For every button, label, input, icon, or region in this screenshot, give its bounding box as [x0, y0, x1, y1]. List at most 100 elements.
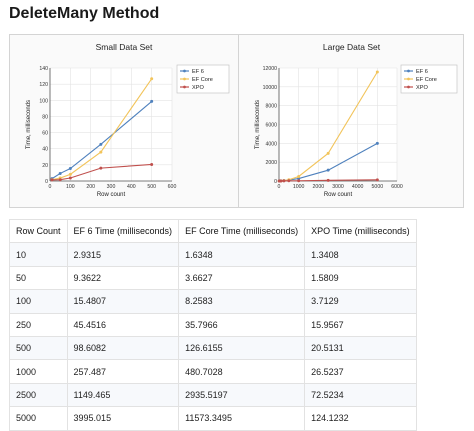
legend-entry: XPO: [416, 85, 428, 91]
cell-efcore: 11573.3495: [178, 406, 306, 431]
cell-xpo: 1.5809: [304, 265, 417, 291]
large-data-set-chart: Large Data Set02000400060008000100001200…: [255, 42, 458, 198]
cell-xpo: 15.9567: [304, 312, 417, 337]
chart-title: Small Data Set: [96, 42, 153, 52]
x-tick-label: 4000: [352, 184, 364, 190]
cell-row-count: 2500: [9, 382, 68, 408]
data-point: [50, 178, 54, 182]
x-axis-label: Row count: [324, 192, 353, 198]
x-tick-label: 500: [147, 184, 156, 190]
y-tick-label: 10000: [263, 85, 278, 91]
cell-efcore: 1.6348: [178, 242, 306, 267]
legend-swatch-marker: [183, 69, 186, 73]
data-point: [297, 177, 301, 181]
data-point: [297, 174, 301, 178]
data-point: [326, 168, 330, 172]
y-tick-label: 40: [42, 147, 48, 153]
data-point: [68, 172, 72, 176]
y-axis-label: Time, milliseconds: [255, 100, 261, 149]
data-point: [287, 179, 291, 183]
legend-swatch-marker: [183, 77, 186, 81]
data-point: [326, 178, 330, 182]
data-point: [58, 171, 62, 175]
data-point: [99, 142, 103, 146]
table-row: 50 9.3622 3.6627 1.5809: [9, 265, 417, 291]
cell-row-count: 1000: [9, 359, 68, 384]
cell-efcore: 35.7966: [178, 312, 306, 337]
col-header-xpo: XPO Time (milliseconds): [304, 218, 417, 244]
cell-row-count: 100: [9, 289, 68, 314]
x-tick-label: 200: [86, 184, 95, 190]
charts-frame: Small Data Set 0 20 40 60 80 100 120 140 0 100 200 3…: [9, 34, 464, 208]
data-point: [58, 178, 62, 182]
page-title: DeleteMany Method: [9, 5, 160, 22]
cell-ef6: 3995.015: [66, 406, 180, 431]
table-row: 100 15.4807 8.2583 3.7129: [9, 289, 417, 314]
col-header-ef6: EF 6 Time (milliseconds): [66, 218, 180, 244]
x-tick-label: 600: [168, 184, 177, 190]
cell-xpo: 3.7129: [304, 289, 417, 314]
y-tick-label: 2000: [265, 160, 277, 166]
x-tick-label: 6000: [391, 184, 403, 190]
x-tick-label: 0: [278, 184, 281, 190]
x-tick-label: 5000: [372, 184, 384, 190]
legend-entry: EF Core: [192, 77, 213, 83]
legend-box: [400, 64, 458, 94]
x-tick-label: 1000: [293, 184, 305, 190]
data-point: [150, 77, 154, 81]
chart-title: Large Data Set: [323, 42, 381, 52]
legend-entry: EF 6: [416, 69, 428, 75]
cell-row-count: 10: [9, 242, 68, 267]
data-point: [375, 141, 379, 145]
table-row: 250 45.4516 35.7966 15.9567: [9, 312, 417, 337]
table-row: 1000 257.487 480.7028 26.5237: [9, 359, 417, 384]
cell-ef6: 1149.465: [66, 382, 180, 408]
results-table: Row Count EF 6 Time (milliseconds) EF Co…: [9, 218, 417, 431]
data-point: [297, 179, 301, 183]
data-point: [375, 70, 379, 74]
table-row: 5000 3995.015 11573.3495 124.1232: [9, 406, 417, 431]
col-header-efcore: EF Core Time (milliseconds): [178, 218, 306, 244]
y-tick-label: 12000: [263, 66, 278, 72]
x-tick-label: 100: [66, 184, 75, 190]
y-axis-label: Time, milliseconds: [26, 100, 32, 149]
legend-swatch-marker: [407, 85, 410, 89]
y-tick-label: 100: [39, 98, 48, 104]
cell-efcore: 480.7028: [178, 359, 306, 384]
cell-xpo: 26.5237: [304, 359, 417, 384]
y-tick-label: 80: [42, 114, 48, 120]
x-tick-label: 400: [127, 184, 136, 190]
table-row: 2500 1149.465 2935.5197 72.5234: [9, 382, 417, 408]
legend-swatch-marker: [183, 85, 186, 89]
cell-xpo: 20.5131: [304, 335, 417, 361]
data-point: [150, 99, 154, 103]
cell-ef6: 9.3622: [66, 265, 180, 291]
data-point: [282, 179, 286, 183]
x-tick-label: 2000: [313, 184, 325, 190]
data-point: [150, 162, 154, 166]
table-row: 10 2.9315 1.6348 1.3408: [9, 242, 417, 267]
cell-xpo: 72.5234: [304, 382, 417, 408]
legend-entry: XPO: [192, 85, 204, 91]
x-tick-label: 300: [107, 184, 116, 190]
cell-efcore: 3.6627: [178, 265, 306, 291]
cell-ef6: 98.6082: [66, 335, 180, 361]
data-point: [326, 151, 330, 155]
small-data-set-chart: Small Data Set 0 20 40 60 80 100 120 140 0 100 200 3…: [26, 42, 230, 198]
y-tick-label: 60: [42, 131, 48, 137]
y-tick-label: 0: [45, 179, 48, 185]
y-tick-label: 140: [39, 66, 48, 72]
cell-efcore: 126.6155: [178, 335, 306, 361]
chart-divider: [238, 35, 239, 207]
data-point: [68, 167, 72, 171]
cell-ef6: 257.487: [66, 359, 180, 384]
legend-swatch-marker: [407, 77, 410, 81]
x-tick-label: 0: [49, 184, 52, 190]
cell-ef6: 45.4516: [66, 312, 180, 337]
cell-ef6: 15.4807: [66, 289, 180, 314]
x-axis-label: Row count: [97, 192, 126, 198]
legend-swatch-marker: [407, 69, 410, 73]
cell-efcore: 2935.5197: [178, 382, 306, 408]
legend-entry: EF 6: [192, 69, 204, 75]
cell-efcore: 8.2583: [178, 289, 306, 314]
